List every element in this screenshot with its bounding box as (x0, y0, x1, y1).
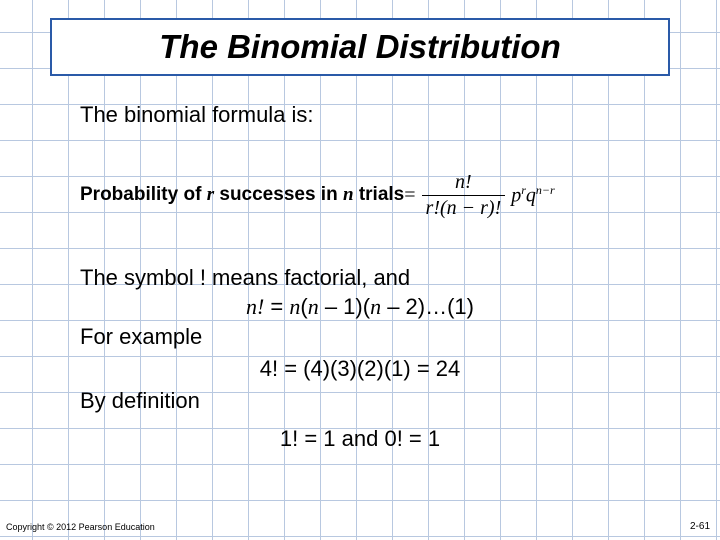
equals-sign: = (404, 184, 415, 207)
formula-label: Probability of r successes in n trials (80, 184, 404, 206)
tail-q-exp: n−r (536, 183, 555, 197)
formula-tail: prqn−r (511, 183, 554, 208)
tail-q: q (526, 184, 536, 206)
tail-p: p (511, 184, 521, 206)
factorial-line1: The symbol ! means factorial, and (80, 265, 410, 291)
fact-a: n (289, 294, 300, 319)
copyright-text: Copyright © 2012 Pearson Education (6, 522, 155, 532)
fact-lhs: n! (246, 294, 264, 319)
fraction: n! r!(n − r)! (422, 171, 506, 220)
var-n: n (343, 184, 354, 205)
definition-equation: 1! = 1 and 0! = 1 (0, 426, 720, 452)
fact-open: ( (300, 294, 307, 319)
binomial-formula: Probability of r successes in n trials =… (80, 160, 660, 230)
label-mid: successes in (214, 184, 343, 205)
fact-eq: = (264, 294, 289, 319)
fact-c: – 1)( (319, 294, 370, 319)
numerator: n! (451, 171, 476, 195)
label-prefix: Probability of (80, 184, 207, 205)
denominator: r!(n − r)! (422, 195, 506, 220)
var-r: r (207, 184, 214, 205)
fact-b: n (308, 294, 319, 319)
slide-title: The Binomial Distribution (159, 28, 561, 66)
by-definition: By definition (80, 388, 200, 414)
for-example: For example (80, 324, 202, 350)
label-suffix: trials (354, 184, 405, 205)
factorial-definition: n! = n(n – 1)(n – 2)…(1) (0, 294, 720, 320)
page-number: 2-61 (690, 521, 710, 532)
title-box: The Binomial Distribution (50, 18, 670, 76)
example-equation: 4! = (4)(3)(2)(1) = 24 (0, 356, 720, 382)
fact-d: n (370, 294, 381, 319)
fact-e: – 2)…(1) (381, 294, 474, 319)
intro-text: The binomial formula is: (80, 102, 314, 128)
